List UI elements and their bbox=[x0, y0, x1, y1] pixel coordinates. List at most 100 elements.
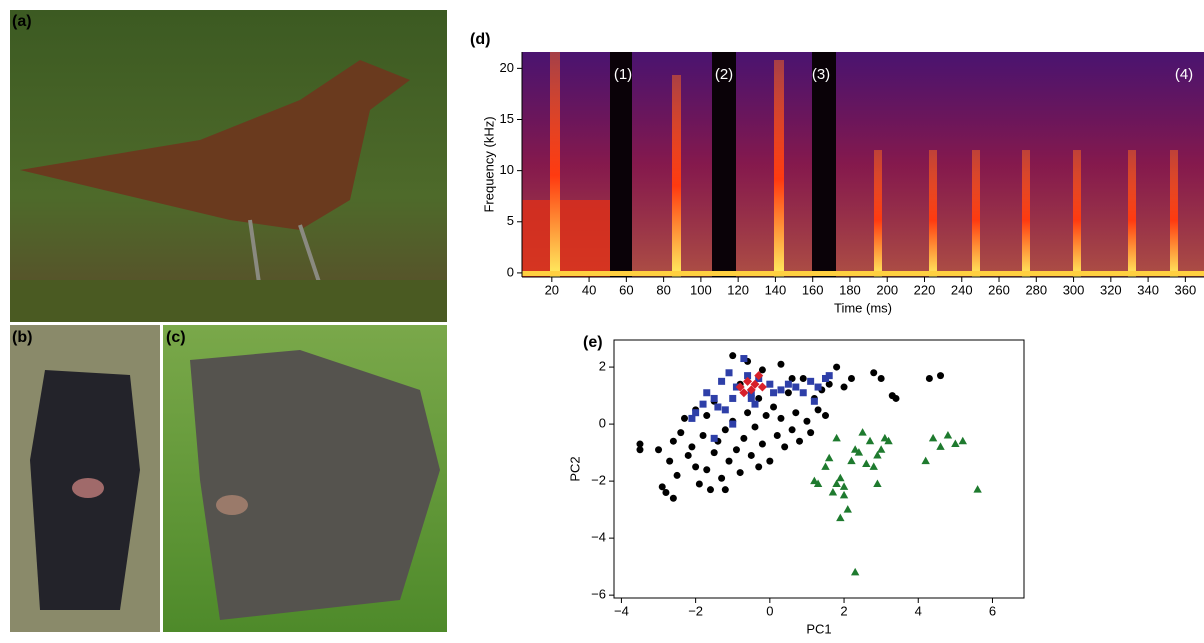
x-axis-label: PC1 bbox=[806, 621, 831, 636]
point bbox=[714, 403, 721, 410]
y-axis-label: Frequency (kHz) bbox=[481, 116, 496, 212]
point bbox=[766, 458, 773, 465]
point bbox=[696, 480, 703, 487]
point bbox=[688, 443, 695, 450]
point bbox=[703, 412, 710, 419]
point bbox=[748, 452, 755, 459]
point bbox=[878, 375, 885, 382]
point bbox=[733, 446, 740, 453]
point bbox=[815, 406, 822, 413]
x-tick-label: 340 bbox=[1137, 282, 1159, 297]
point bbox=[862, 460, 870, 468]
x-tick-label: 160 bbox=[802, 282, 824, 297]
x-axis-label: Time (ms) bbox=[834, 300, 892, 315]
point bbox=[670, 438, 677, 445]
point bbox=[937, 372, 944, 379]
point bbox=[740, 435, 747, 442]
point bbox=[662, 489, 669, 496]
point bbox=[670, 495, 677, 502]
point bbox=[711, 449, 718, 456]
x-tick-label: 360 bbox=[1175, 282, 1197, 297]
point bbox=[836, 474, 844, 482]
point bbox=[729, 421, 736, 428]
y-tick-label: 0 bbox=[507, 264, 514, 279]
photo-bird bbox=[10, 10, 447, 322]
point bbox=[785, 389, 792, 396]
point bbox=[792, 384, 799, 391]
point bbox=[807, 429, 814, 436]
point bbox=[763, 412, 770, 419]
point bbox=[844, 505, 852, 513]
point bbox=[703, 466, 710, 473]
point bbox=[722, 486, 729, 493]
point bbox=[751, 423, 758, 430]
point bbox=[959, 437, 967, 445]
point bbox=[770, 403, 777, 410]
point bbox=[755, 463, 762, 470]
point bbox=[825, 454, 833, 462]
point bbox=[707, 486, 714, 493]
point bbox=[722, 426, 729, 433]
annotation: (2) bbox=[715, 66, 733, 83]
point bbox=[759, 441, 766, 448]
point bbox=[951, 440, 959, 448]
point bbox=[840, 491, 848, 499]
point bbox=[766, 381, 773, 388]
point bbox=[832, 434, 840, 442]
point bbox=[973, 485, 981, 493]
point bbox=[759, 366, 766, 373]
point bbox=[841, 384, 848, 391]
point bbox=[744, 409, 751, 416]
point bbox=[789, 426, 796, 433]
plot-frame bbox=[614, 340, 1024, 598]
point bbox=[777, 386, 784, 393]
y-tick-label: 10 bbox=[500, 162, 514, 177]
point bbox=[685, 452, 692, 459]
point bbox=[929, 434, 937, 442]
x-tick-label: 140 bbox=[765, 282, 787, 297]
x-tick-label: 280 bbox=[1025, 282, 1047, 297]
point bbox=[681, 415, 688, 422]
y-axis-label: PC2 bbox=[567, 456, 582, 481]
point bbox=[870, 369, 877, 376]
figure: (a) (b) (c) (d) (e) (1) (2) (3) (4) 2040… bbox=[0, 0, 1204, 638]
point bbox=[833, 364, 840, 371]
annotation: (3) bbox=[812, 66, 830, 83]
x-tick-label: −2 bbox=[688, 603, 703, 618]
point bbox=[936, 442, 944, 450]
point bbox=[726, 458, 733, 465]
point bbox=[722, 406, 729, 413]
point bbox=[851, 568, 859, 576]
point bbox=[826, 372, 833, 379]
x-tick-label: 100 bbox=[690, 282, 712, 297]
point bbox=[636, 446, 643, 453]
point bbox=[740, 355, 747, 362]
panel-label: (a) bbox=[12, 13, 32, 30]
point bbox=[847, 457, 855, 465]
point bbox=[711, 435, 718, 442]
x-tick-label: 120 bbox=[727, 282, 749, 297]
point bbox=[758, 383, 767, 392]
y-tick-label: 15 bbox=[500, 111, 514, 126]
y-tick-label: −2 bbox=[591, 473, 606, 488]
point bbox=[866, 437, 874, 445]
point bbox=[726, 369, 733, 376]
point bbox=[666, 458, 673, 465]
point bbox=[800, 375, 807, 382]
x-tick-label: 0 bbox=[766, 603, 773, 618]
x-tick-label: 6 bbox=[989, 603, 996, 618]
point bbox=[781, 443, 788, 450]
point bbox=[829, 488, 837, 496]
point bbox=[729, 395, 736, 402]
point bbox=[870, 462, 878, 470]
point bbox=[840, 482, 848, 490]
point bbox=[877, 445, 885, 453]
x-tick-label: 220 bbox=[914, 282, 936, 297]
point bbox=[944, 431, 952, 439]
point bbox=[677, 429, 684, 436]
point bbox=[803, 418, 810, 425]
point bbox=[873, 479, 881, 487]
point bbox=[785, 381, 792, 388]
point bbox=[774, 432, 781, 439]
y-tick-label: 2 bbox=[599, 359, 606, 374]
